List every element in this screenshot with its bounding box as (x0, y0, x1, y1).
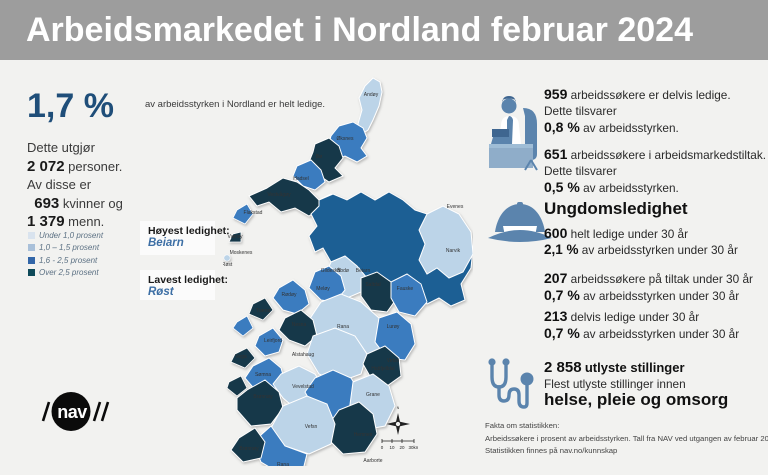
svg-text:Bodø: Bodø (337, 268, 349, 274)
svg-text:Flakstad: Flakstad (244, 210, 263, 216)
svg-text:Rana: Rana (277, 462, 289, 466)
svg-text:Rødøy: Rødøy (282, 292, 298, 298)
svg-text:Træna: Træna (256, 308, 271, 314)
svg-text:Aarborte: Aarborte (363, 458, 382, 464)
svg-text:Vevelstad: Vevelstad (292, 384, 314, 390)
svg-text:Bø: Bø (316, 154, 322, 160)
svg-text:Vestvågøy: Vestvågøy (267, 191, 291, 198)
svg-text:Vefsn: Vefsn (305, 424, 318, 430)
svg-text:Røst: Røst (223, 262, 233, 268)
svg-text:Saltdal: Saltdal (365, 282, 380, 288)
svg-text:Andøy: Andøy (364, 92, 379, 98)
svg-text:Nesna: Nesna (292, 322, 307, 328)
svg-text:Øksnes: Øksnes (337, 136, 354, 142)
svg-text:Hemnes: Hemnes (354, 432, 373, 438)
svg-text:Brønnøy: Brønnøy (253, 394, 273, 400)
svg-text:Lurøy: Lurøy (387, 324, 400, 330)
svg-text:Brønnøy: Brønnøy (239, 446, 259, 452)
svg-text:Rana: Rana (337, 324, 349, 330)
svg-text:Værøy: Værøy (228, 234, 244, 240)
svg-text:Hattfjelldal: Hattfjelldal (371, 366, 394, 372)
svg-text:Leirfjord: Leirfjord (264, 338, 282, 344)
svg-text:Fauske: Fauske (397, 286, 414, 292)
svg-text:nav: nav (57, 402, 87, 422)
svg-text:Hadsel: Hadsel (293, 176, 309, 182)
svg-text:Grane: Grane (366, 392, 380, 398)
svg-text:Meløy: Meløy (316, 286, 330, 292)
svg-text:Beiarn: Beiarn (356, 268, 371, 274)
svg-text:Sømna: Sømna (255, 372, 271, 378)
svg-text:Evenes: Evenes (447, 204, 464, 210)
svg-text:Moskenes: Moskenes (230, 250, 253, 256)
svg-text:Narvik: Narvik (446, 248, 461, 254)
svg-text:Vefsn: Vefsn (387, 358, 400, 364)
svg-text:Alstahaug: Alstahaug (292, 352, 314, 358)
svg-text:Vega: Vega (235, 354, 247, 360)
